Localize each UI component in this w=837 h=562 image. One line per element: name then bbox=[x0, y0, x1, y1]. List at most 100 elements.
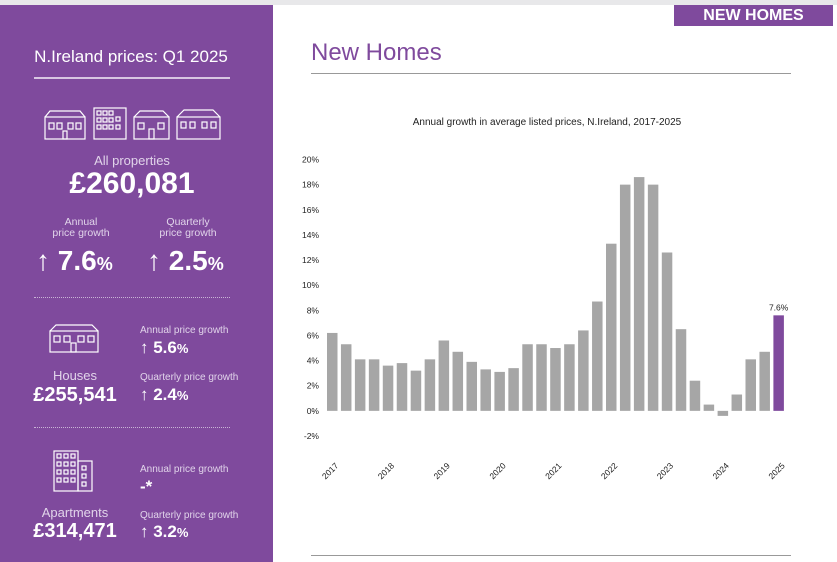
section-tag: NEW HOMES bbox=[674, 5, 833, 26]
houses-quarterly-number: ↑ 2.4 bbox=[140, 385, 177, 404]
x-tick-label: 2025 bbox=[766, 460, 787, 481]
bar bbox=[564, 344, 575, 411]
bar bbox=[633, 177, 645, 411]
growth-chart: 20% 18% 16% 14% 12% 10% 8% 6% 4% 2% 0% -2% 7.6% 2017 2… bbox=[302, 155, 789, 482]
x-tick-label: 2019 bbox=[432, 460, 453, 481]
page-title: New Homes bbox=[311, 39, 442, 66]
bar bbox=[731, 394, 743, 411]
bar bbox=[452, 351, 464, 411]
house-icon bbox=[49, 324, 99, 353]
x-tick-label: 2022 bbox=[599, 460, 620, 481]
bar bbox=[578, 330, 589, 411]
annual-growth-value: ↑ 7.6% bbox=[36, 245, 113, 277]
y-tick-label: 0% bbox=[307, 406, 320, 416]
x-tick-label: 2021 bbox=[543, 460, 564, 481]
bar bbox=[536, 344, 547, 411]
sidebar-title: N.Ireland prices: Q1 2025 bbox=[34, 47, 228, 66]
apartments-quarterly-label: Quarterly price growth bbox=[140, 510, 239, 521]
bar bbox=[606, 243, 617, 411]
bar bbox=[396, 363, 408, 411]
bar bbox=[703, 404, 715, 411]
bar bbox=[466, 361, 477, 411]
quarterly-growth-label-line1: Quarterly bbox=[166, 216, 210, 228]
quarterly-growth-value: ↑ 2.5% bbox=[147, 245, 224, 277]
bar bbox=[647, 184, 659, 411]
apartments-quarterly-number: ↑ 3.2 bbox=[140, 522, 177, 541]
annual-growth-label-line1: Annual bbox=[64, 216, 98, 228]
divider bbox=[34, 297, 230, 298]
sidebar-title-rule bbox=[34, 77, 230, 79]
bar bbox=[438, 340, 450, 411]
sidebar: N.Ireland prices: Q1 2025 All properties… bbox=[0, 5, 273, 562]
houses-quarterly-value: ↑ 2.4% bbox=[140, 385, 188, 405]
annual-growth-pct: % bbox=[96, 254, 113, 274]
quarterly-growth-number: ↑ 2.5 bbox=[147, 245, 208, 276]
bar bbox=[508, 368, 519, 411]
apartments-quarterly-pct: % bbox=[176, 525, 189, 540]
title-rule bbox=[311, 73, 791, 74]
apartment-icon bbox=[53, 450, 93, 492]
x-tick-label: 2023 bbox=[655, 460, 676, 481]
bar bbox=[522, 344, 533, 411]
data-label: 7.6% bbox=[769, 302, 789, 312]
property-types-icon bbox=[44, 107, 221, 140]
y-tick-label: 12% bbox=[302, 255, 319, 265]
y-tick-label: 4% bbox=[307, 356, 320, 366]
y-tick-label: 2% bbox=[307, 381, 320, 391]
chart-title: Annual growth in average listed prices, … bbox=[412, 117, 682, 128]
bar bbox=[759, 351, 770, 411]
houses-label: Houses bbox=[52, 368, 98, 383]
y-tick-label: 6% bbox=[307, 330, 320, 340]
bar bbox=[689, 380, 701, 411]
y-tick-label: 8% bbox=[307, 305, 320, 315]
houses-annual-label: Annual price growth bbox=[140, 325, 229, 336]
y-tick-label: 18% bbox=[302, 180, 319, 190]
x-tick-label: 2018 bbox=[376, 460, 397, 481]
y-tick-label: -2% bbox=[304, 431, 320, 441]
bar bbox=[717, 410, 729, 416]
houses-annual-value: ↑ 5.6% bbox=[140, 338, 188, 358]
bottom-rule bbox=[311, 555, 791, 556]
apartments-annual-label: Annual price growth bbox=[140, 464, 229, 475]
bar bbox=[354, 359, 366, 411]
bar bbox=[619, 184, 631, 411]
apartments-quarterly-value: ↑ 3.2% bbox=[140, 522, 188, 542]
bar bbox=[480, 369, 491, 411]
apartments-label: Apartments bbox=[41, 505, 109, 520]
y-tick-label: 14% bbox=[302, 230, 319, 240]
bar bbox=[410, 370, 422, 411]
x-tick-label: 2020 bbox=[487, 460, 508, 481]
houses-quarterly-label: Quarterly price growth bbox=[140, 372, 239, 383]
quarterly-growth-label-line2: price growth bbox=[159, 227, 217, 239]
y-tick-label: 10% bbox=[302, 280, 319, 290]
houses-annual-pct: % bbox=[176, 341, 189, 356]
main-panel: NEW HOMES New Homes Annual growth in ave… bbox=[273, 5, 837, 562]
houses-quarterly-pct: % bbox=[176, 388, 189, 403]
bar bbox=[745, 359, 756, 411]
houses-value: £255,541 bbox=[33, 384, 117, 406]
bar bbox=[592, 301, 603, 411]
bar bbox=[327, 332, 338, 411]
y-tick-label: 20% bbox=[302, 155, 319, 165]
y-tick-label: 16% bbox=[302, 205, 319, 215]
all-properties-value: £260,081 bbox=[69, 167, 195, 200]
bar bbox=[550, 348, 561, 411]
bar bbox=[340, 344, 352, 411]
all-properties-label: All properties bbox=[94, 153, 170, 168]
annual-growth-label: Annual price growth bbox=[31, 217, 131, 239]
quarterly-growth-label: Quarterly price growth bbox=[138, 217, 238, 239]
houses-annual-number: ↑ 5.6 bbox=[140, 338, 177, 357]
bar bbox=[773, 315, 784, 411]
bar bbox=[675, 329, 687, 411]
quarterly-growth-pct: % bbox=[207, 254, 224, 274]
annual-growth-number: ↑ 7.6 bbox=[36, 245, 97, 276]
apartments-value: £314,471 bbox=[33, 520, 117, 542]
apartments-annual-value: -* bbox=[140, 477, 153, 496]
bar bbox=[368, 359, 380, 411]
bar bbox=[382, 365, 394, 411]
x-tick-label: 2024 bbox=[711, 460, 732, 481]
divider bbox=[34, 427, 230, 428]
x-tick-label: 2017 bbox=[320, 460, 341, 481]
bar bbox=[424, 359, 436, 411]
bar bbox=[494, 371, 505, 411]
